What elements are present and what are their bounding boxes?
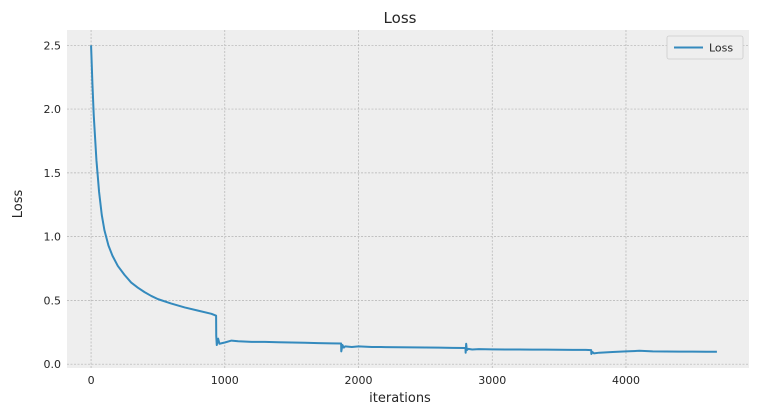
x-tick-label: 0 bbox=[88, 374, 95, 387]
legend-box bbox=[666, 35, 744, 60]
series-line-loss bbox=[90, 45, 717, 355]
y-tick-label: 1.0 bbox=[44, 231, 62, 244]
y-tick-label: 2.5 bbox=[44, 39, 62, 52]
plot-area bbox=[67, 30, 749, 368]
x-tick-label: 2000 bbox=[345, 374, 373, 387]
legend: Loss bbox=[666, 35, 744, 60]
x-tick-label: 4000 bbox=[612, 374, 640, 387]
y-axis-label: Loss bbox=[11, 190, 26, 219]
y-tick-label: 1.5 bbox=[44, 167, 62, 180]
legend-entry-loss: Loss bbox=[709, 42, 733, 55]
y-axis-ticks: 0.0 0.5 1.0 1.5 2.0 2.5 bbox=[44, 39, 62, 371]
y-tick-label: 0.5 bbox=[44, 294, 62, 307]
x-axis-ticks: 0 1000 2000 3000 4000 bbox=[88, 374, 640, 387]
chart-title: Loss bbox=[384, 9, 417, 27]
series-layer bbox=[90, 45, 717, 355]
y-tick-label: 2.0 bbox=[44, 103, 62, 116]
y-tick-label: 0.0 bbox=[44, 358, 62, 371]
x-tick-label: 3000 bbox=[478, 374, 506, 387]
x-axis-label: iterations bbox=[369, 391, 431, 406]
grid-lines bbox=[67, 30, 749, 368]
x-tick-label: 1000 bbox=[211, 374, 239, 387]
